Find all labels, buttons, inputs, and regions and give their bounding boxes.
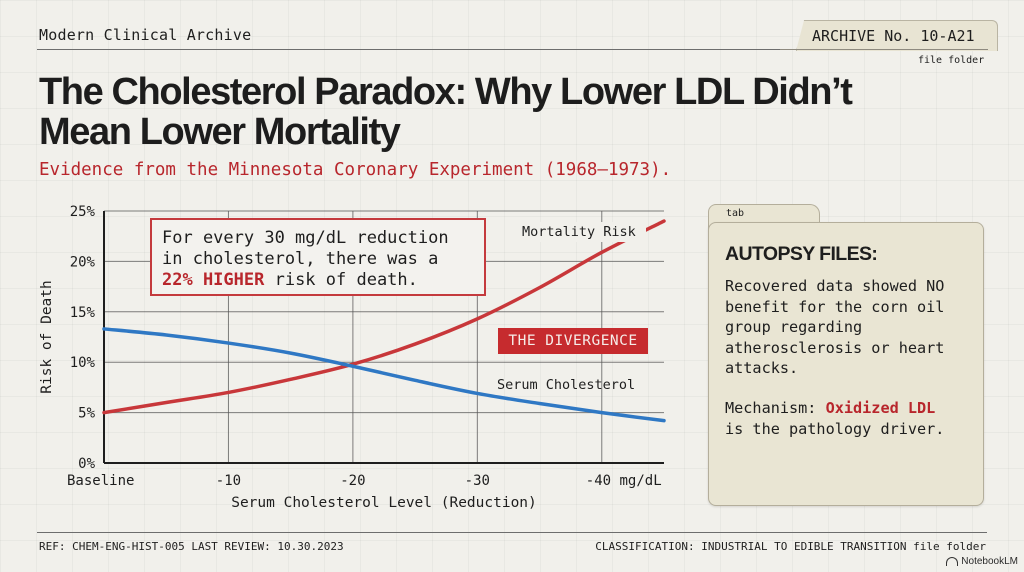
x-tick-label: -40 mg/dL — [586, 473, 662, 489]
footer-divider — [37, 532, 987, 533]
series-label-backdrop — [518, 222, 646, 242]
series-line-mortality — [102, 219, 666, 415]
chart-axes — [103, 211, 664, 464]
x-tick-label: -10 — [216, 473, 241, 489]
archive-folder-tab — [796, 20, 998, 51]
card-heading: AUTOPSY FILES: — [725, 243, 878, 265]
series-label-mortality: Mortality Risk — [522, 224, 636, 240]
brand-name: NotebookLM — [961, 556, 1018, 567]
x-tick-label: Baseline — [67, 473, 134, 489]
footer-reference: REF: CHEM-ENG-HIST-005 LAST REVIEW: 10.3… — [39, 540, 344, 553]
page-subtitle: Evidence from the Minnesota Coronary Exp… — [39, 160, 672, 180]
autopsy-files-card — [708, 222, 984, 506]
callout-text-end: risk of death. — [264, 270, 418, 290]
mechanism-text: is the pathology driver. — [725, 419, 945, 438]
y-axis-title: Risk of Death — [39, 280, 55, 394]
page-title: The Cholesterol Paradox: Why Lower LDL D… — [39, 71, 853, 153]
callout-box: For every 30 mg/dL reduction in choleste… — [150, 218, 486, 296]
callout-text: For every 30 mg/dL reduction in choleste… — [162, 228, 449, 269]
footer-classification: CLASSIFICATION: INDUSTRIAL TO EDIBLE TRA… — [595, 540, 986, 553]
card-tab-label: tab — [726, 208, 745, 219]
header-divider — [37, 49, 797, 50]
archive-number: ARCHIVE No. 10-A21 — [812, 27, 975, 45]
y-tick-label: 20% — [70, 254, 96, 270]
y-tick-label: 5% — [78, 406, 95, 422]
y-tick-label: 10% — [70, 355, 96, 371]
y-tick-label: 15% — [70, 305, 96, 321]
divergence-badge: THE DIVERGENCE — [498, 328, 648, 354]
x-tick-labels: Baseline -10 -20 -30 -40 mg/dL — [67, 473, 662, 489]
x-tick-label: -30 — [465, 473, 490, 489]
mechanism-label: Mechanism: — [725, 399, 826, 417]
y-tick-label: 25% — [70, 204, 96, 220]
series-label-cholesterol: Serum Cholesterol — [497, 377, 635, 393]
y-tick-label: 0% — [78, 456, 95, 472]
y-tick-labels: 0% 5% 10% 15% 20% 25% — [70, 204, 96, 472]
archive-tab-divider — [780, 49, 988, 50]
folder-note: file folder — [918, 55, 985, 66]
card-body: Recovered data showed NO benefit for the… — [725, 277, 945, 377]
mechanism-highlight: Oxidized LDL — [825, 399, 936, 417]
x-axis-title: Serum Cholesterol Level (Reduction) — [231, 495, 537, 511]
card-mechanism: Mechanism: Oxidized LDL is the pathology… — [725, 398, 975, 439]
chart-series — [102, 219, 666, 423]
series-line-cholesterol — [102, 327, 666, 423]
x-tick-label: -20 — [340, 473, 365, 489]
archive-name: Modern Clinical Archive — [39, 26, 252, 44]
brand-watermark: NotebookLM — [946, 556, 1018, 567]
notebooklm-logo-icon — [946, 556, 959, 566]
callout-highlight: 22% HIGHER — [162, 270, 265, 290]
